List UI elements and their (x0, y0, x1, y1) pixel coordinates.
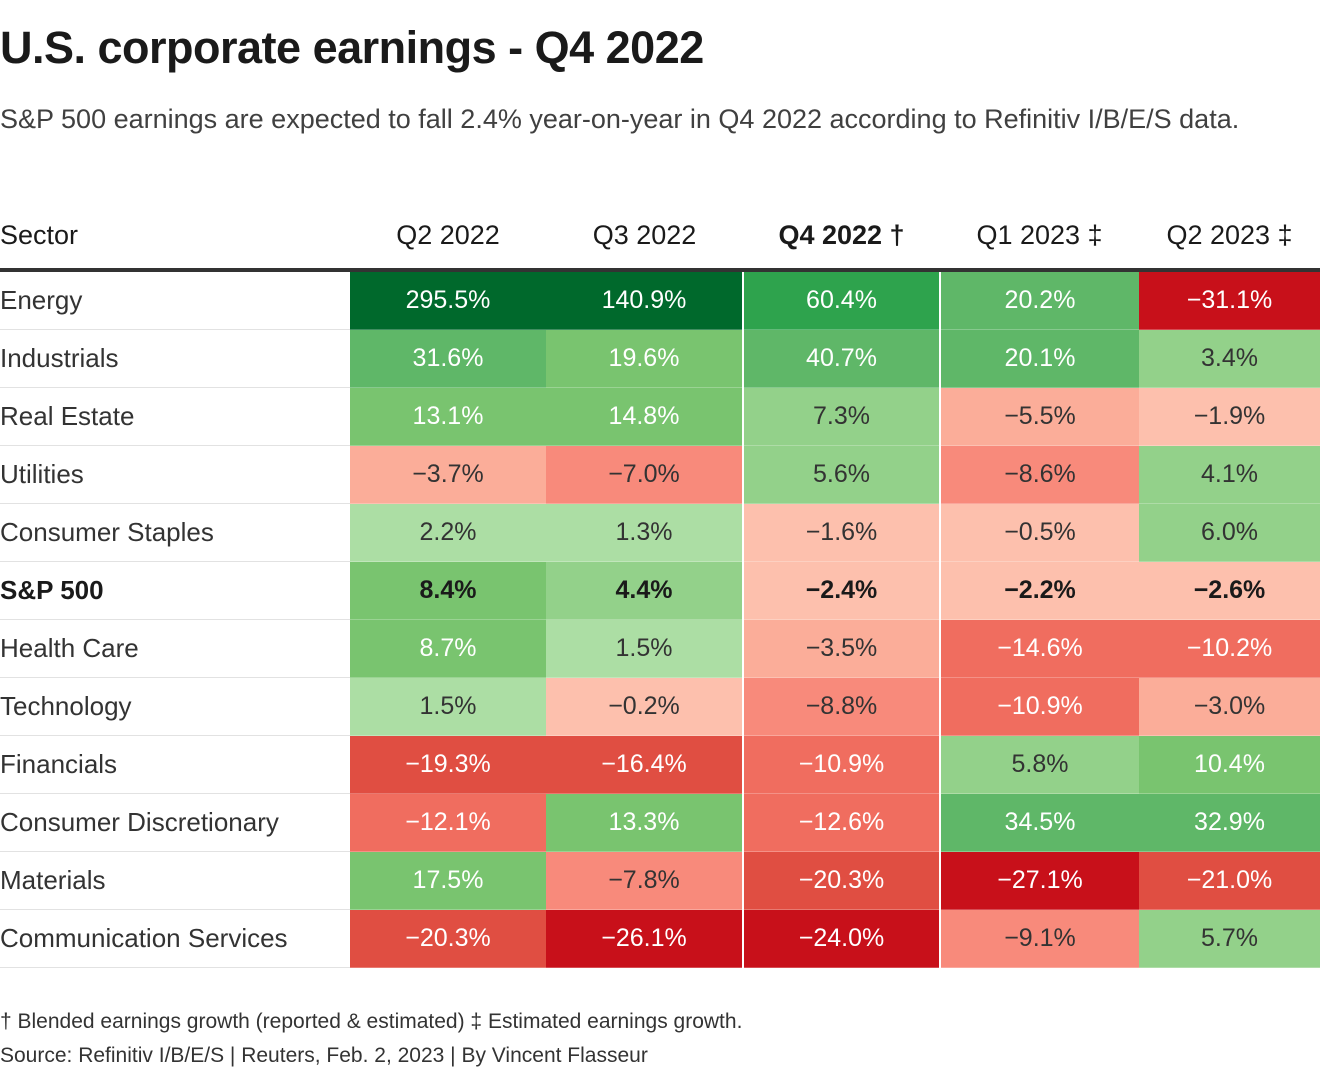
table-row: Consumer Discretionary −12.1% 13.3% −12.6% 3… (0, 793, 1320, 852)
column-header-q3-2022: Q3 2022 (546, 202, 743, 272)
heatmap-cell: −10.2% (1139, 619, 1320, 678)
row-label: Industrials (0, 329, 350, 388)
column-header-q2-2023: Q2 2023 ‡ (1139, 202, 1320, 272)
heatmap-cell: −21.0% (1139, 851, 1320, 910)
heatmap-cell: −7.0% (546, 445, 743, 504)
heatmap-cell: −20.3% (742, 851, 940, 910)
heatmap-cell: −8.6% (939, 445, 1139, 504)
heatmap-cell: 17.5% (350, 851, 546, 910)
row-label: Real Estate (0, 387, 350, 446)
heatmap-cell: 34.5% (939, 793, 1139, 852)
heatmap-cell: −1.6% (742, 503, 940, 562)
table-row: Utilities −3.7% −7.0% 5.6% −8.6% 4.1% (0, 445, 1320, 504)
row-label: Utilities (0, 445, 350, 504)
heatmap-cell: 14.8% (546, 387, 743, 446)
header-row: Sector Q2 2022 Q3 2022 Q4 2022 † Q1 2023… (0, 202, 1320, 272)
table-row: Health Care 8.7% 1.5% −3.5% −14.6% −10.2% (0, 619, 1320, 678)
heatmap-cell: 13.1% (350, 387, 546, 446)
heatmap-cell: −0.2% (546, 677, 743, 736)
heatmap-cell: 4.4% (546, 561, 743, 620)
heatmap-cell: 5.8% (939, 735, 1139, 794)
row-label: Communication Services (0, 909, 350, 968)
row-label: Energy (0, 270, 350, 330)
heatmap-cell: −3.7% (350, 445, 546, 504)
heatmap-cell: 2.2% (350, 503, 546, 562)
heatmap-cell: 13.3% (546, 793, 743, 852)
heatmap-cell: −5.5% (939, 387, 1139, 446)
table-row: S&P 500 8.4% 4.4% −2.4% −2.2% −2.6% (0, 561, 1320, 620)
heatmap-cell: −10.9% (939, 677, 1139, 736)
row-label: S&P 500 (0, 561, 350, 620)
heatmap-cell: 32.9% (1139, 793, 1320, 852)
heatmap-cell: −2.2% (939, 561, 1139, 620)
earnings-heatmap-table: Sector Q2 2022 Q3 2022 Q4 2022 † Q1 2023… (0, 202, 1320, 968)
heatmap-cell: −12.1% (350, 793, 546, 852)
chart-subtitle: S&P 500 earnings are expected to fall 2.… (0, 104, 1240, 134)
heatmap-cell: 20.2% (939, 270, 1139, 330)
heatmap-cell: 1.5% (350, 677, 546, 736)
column-header-sector: Sector (0, 202, 350, 272)
table-row: Energy 295.5% 140.9% 60.4% 20.2% −31.1% (0, 270, 1320, 330)
table-row: Technology 1.5% −0.2% −8.8% −10.9% −3.0% (0, 677, 1320, 736)
table-row: Industrials 31.6% 19.6% 40.7% 20.1% 3.4% (0, 329, 1320, 388)
heatmap-cell: 295.5% (350, 270, 546, 330)
heatmap-cell: −10.9% (742, 735, 940, 794)
heatmap-cell: 1.3% (546, 503, 743, 562)
heatmap-cell: −20.3% (350, 909, 546, 968)
heatmap-cell: −8.8% (742, 677, 940, 736)
heatmap-cell: −2.6% (1139, 561, 1320, 620)
table-row: Materials 17.5% −7.8% −20.3% −27.1% −21.0% (0, 851, 1320, 910)
heatmap-cell: −12.6% (742, 793, 940, 852)
heatmap-cell: 1.5% (546, 619, 743, 678)
heatmap-cell: −27.1% (939, 851, 1139, 910)
table-row: Communication Services −20.3% −26.1% −24.0%… (0, 909, 1320, 968)
row-label: Materials (0, 851, 350, 910)
heatmap-cell: 19.6% (546, 329, 743, 388)
heatmap-cell: −16.4% (546, 735, 743, 794)
row-label: Financials (0, 735, 350, 794)
heatmap-cell: 8.4% (350, 561, 546, 620)
table-row: Real Estate 13.1% 14.8% 7.3% −5.5% −1.9% (0, 387, 1320, 446)
heatmap-body: Energy 295.5% 140.9% 60.4% 20.2% −31.1% Indust… (0, 270, 1320, 968)
chart-title: U.S. corporate earnings - Q4 2022 (0, 22, 704, 73)
heatmap-cell: 3.4% (1139, 329, 1320, 388)
heatmap-cell: 8.7% (350, 619, 546, 678)
heatmap-cell: 60.4% (742, 270, 940, 330)
column-header-q4-2022: Q4 2022 † (743, 202, 940, 272)
heatmap-cell: 5.6% (742, 445, 940, 504)
heatmap-cell: −14.6% (939, 619, 1139, 678)
row-label: Technology (0, 677, 350, 736)
row-label: Health Care (0, 619, 350, 678)
heatmap-cell: 20.1% (939, 329, 1139, 388)
row-label: Consumer Staples (0, 503, 350, 562)
heatmap-cell: −0.5% (939, 503, 1139, 562)
heatmap-cell: −3.0% (1139, 677, 1320, 736)
heatmap-cell: 10.4% (1139, 735, 1320, 794)
column-header-q2-2022: Q2 2022 (350, 202, 546, 272)
heatmap-cell: −24.0% (742, 909, 940, 968)
heatmap-cell: −7.8% (546, 851, 743, 910)
column-header-q1-2023: Q1 2023 ‡ (940, 202, 1139, 272)
heatmap-cell: 140.9% (546, 270, 743, 330)
footnote: † Blended earnings growth (reported & es… (0, 1010, 743, 1033)
table-row: Consumer Staples 2.2% 1.3% −1.6% −0.5% 6.0% (0, 503, 1320, 562)
heatmap-cell: −2.4% (742, 561, 940, 620)
row-label: Consumer Discretionary (0, 793, 350, 852)
heatmap-cell: 4.1% (1139, 445, 1320, 504)
heatmap-cell: 6.0% (1139, 503, 1320, 562)
heatmap-cell: −9.1% (939, 909, 1139, 968)
heatmap-cell: −1.9% (1139, 387, 1320, 446)
heatmap-cell: −31.1% (1139, 270, 1320, 330)
heatmap-cell: 40.7% (742, 329, 940, 388)
heatmap-cell: 5.7% (1139, 909, 1320, 968)
heatmap-cell: 7.3% (742, 387, 940, 446)
source-line: Source: Refinitiv I/B/E/S | Reuters, Feb… (0, 1044, 648, 1067)
heatmap-cell: −3.5% (742, 619, 940, 678)
heatmap-cell: −19.3% (350, 735, 546, 794)
heatmap-cell: −26.1% (546, 909, 743, 968)
table-row: Financials −19.3% −16.4% −10.9% 5.8% 10.4% (0, 735, 1320, 794)
heatmap-cell: 31.6% (350, 329, 546, 388)
